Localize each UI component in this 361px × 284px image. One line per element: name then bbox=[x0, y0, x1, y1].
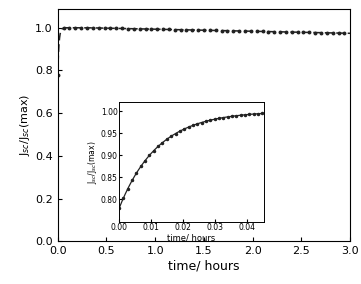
Y-axis label: J$_{sc}$/J$_{sc}$(max): J$_{sc}$/J$_{sc}$(max) bbox=[18, 94, 32, 156]
X-axis label: time/ hours: time/ hours bbox=[168, 259, 240, 272]
Y-axis label: J$_{sc}$/J$_{sc}$(max): J$_{sc}$/J$_{sc}$(max) bbox=[86, 140, 99, 184]
X-axis label: time/ hours: time/ hours bbox=[167, 233, 216, 242]
